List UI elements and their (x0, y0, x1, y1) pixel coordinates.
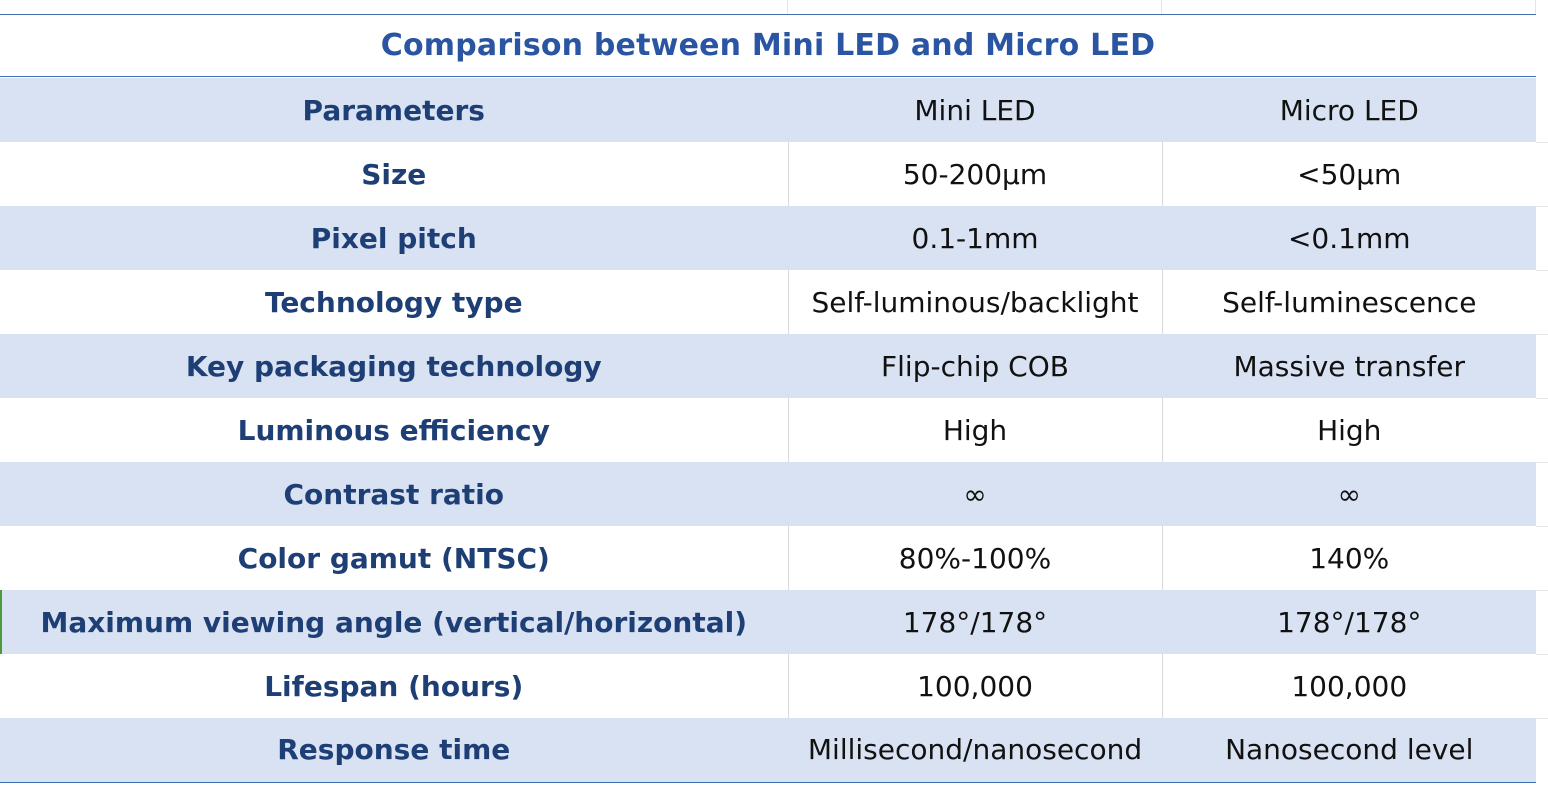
table-row: Color gamut (NTSC) 80%-100% 140% (0, 526, 1536, 590)
mini-led-cell[interactable]: 100,000 (787, 654, 1162, 718)
parameter-cell[interactable]: Pixel pitch (0, 206, 788, 270)
table-row: Size 50-200μm <50μm (0, 142, 1536, 206)
micro-led-cell[interactable]: Nanosecond level (1161, 718, 1536, 783)
micro-led-cell[interactable]: High (1161, 398, 1536, 462)
table-row: Key packaging technology Flip-chip COB M… (0, 334, 1536, 398)
gridline (1536, 590, 1548, 591)
gridline (1536, 270, 1548, 271)
mini-led-cell[interactable]: 80%-100% (787, 526, 1162, 590)
parameter-cell[interactable]: Lifespan (hours) (264, 669, 524, 703)
micro-led-cell[interactable]: Massive transfer (1161, 334, 1536, 398)
mini-led-cell[interactable]: 0.1-1mm (787, 206, 1162, 270)
table-row: Luminous efficiency High High (0, 398, 1536, 462)
parameter-cell[interactable]: Response time (0, 718, 788, 783)
gridline (1536, 718, 1548, 719)
gridline (1536, 654, 1548, 655)
mini-led-cell[interactable]: ∞ (787, 462, 1162, 526)
table-title: Comparison between Mini LED and Micro LE… (380, 28, 1156, 63)
micro-led-cell[interactable]: <0.1mm (1161, 206, 1536, 270)
gridline (787, 0, 788, 14)
micro-led-cell[interactable]: 100,000 (1161, 654, 1536, 718)
table-row: Pixel pitch 0.1-1mm <0.1mm (0, 206, 1536, 270)
header-micro-led[interactable]: Micro LED (1161, 78, 1536, 142)
parameter-cell[interactable]: Maximum viewing angle (vertical/horizont… (0, 590, 788, 654)
comparison-table: Parameters Mini LED Micro LED Size 50-20… (0, 78, 1536, 783)
table-row: Lifespan (hours) 100,000 100,000 (0, 654, 1536, 718)
right-gutter (1536, 0, 1548, 796)
mini-led-cell[interactable]: 50-200μm (787, 142, 1162, 206)
micro-led-cell[interactable]: 140% (1161, 526, 1536, 590)
mini-led-cell[interactable]: Millisecond/nanosecond (787, 718, 1162, 783)
parameter-cell[interactable]: Color gamut (NTSC) (237, 541, 550, 575)
parameter-cell[interactable]: Luminous efficiency (237, 413, 550, 447)
parameter-cell[interactable]: Contrast ratio (0, 462, 788, 526)
gridline (1536, 526, 1548, 527)
micro-led-cell[interactable]: Self-luminescence (1161, 270, 1536, 334)
gridline (1536, 334, 1548, 335)
parameter-cell[interactable]: Key packaging technology (0, 334, 788, 398)
gridline (1535, 0, 1536, 14)
gridline (1161, 0, 1162, 14)
mini-led-cell[interactable]: High (787, 398, 1162, 462)
table-row: Response time Millisecond/nanosecond Nan… (0, 718, 1536, 783)
parameter-cell[interactable]: Technology type (264, 285, 523, 319)
header-row: Parameters Mini LED Micro LED (0, 78, 1536, 142)
table-row: Technology type Self-luminous/backlight … (0, 270, 1536, 334)
parameter-cell[interactable]: Size (361, 157, 427, 191)
micro-led-cell[interactable]: 178°/178° (1161, 590, 1536, 654)
micro-led-cell[interactable]: <50μm (1161, 142, 1536, 206)
table-row: Contrast ratio ∞ ∞ (0, 462, 1536, 526)
gridline (1536, 206, 1548, 207)
mini-led-cell[interactable]: Self-luminous/backlight (787, 270, 1162, 334)
row-selection-marker (0, 590, 2, 654)
header-mini-led[interactable]: Mini LED (787, 78, 1162, 142)
gridline (1536, 142, 1548, 143)
gridline (1536, 462, 1548, 463)
table-row: Maximum viewing angle (vertical/horizont… (0, 590, 1536, 654)
title-row[interactable]: Comparison between Mini LED and Micro LE… (0, 14, 1536, 77)
gridline-strip (0, 0, 1548, 14)
header-parameters[interactable]: Parameters (0, 78, 788, 142)
micro-led-cell[interactable]: ∞ (1161, 462, 1536, 526)
gridline (1536, 398, 1548, 399)
mini-led-cell[interactable]: Flip-chip COB (787, 334, 1162, 398)
mini-led-cell[interactable]: 178°/178° (787, 590, 1162, 654)
